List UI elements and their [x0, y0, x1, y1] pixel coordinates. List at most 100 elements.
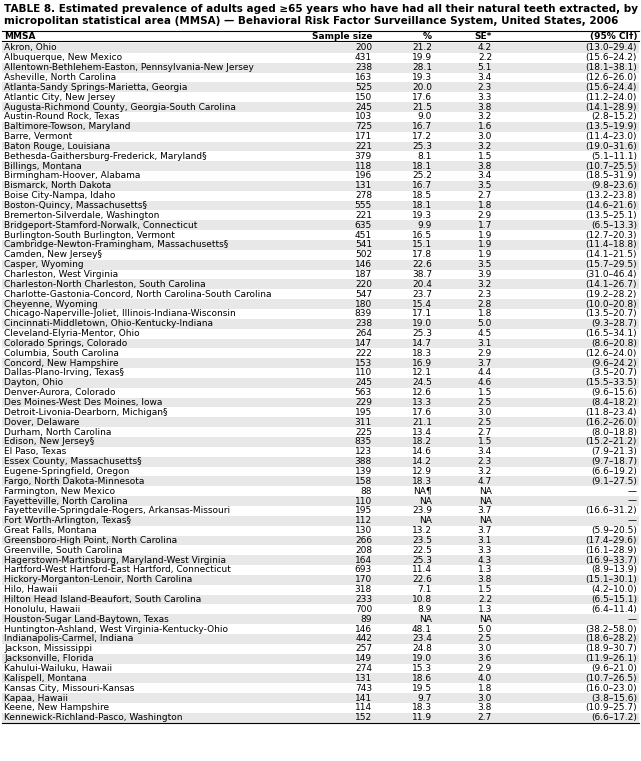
Bar — [2, 142, 639, 151]
Bar — [2, 437, 639, 447]
Text: 146: 146 — [355, 260, 372, 269]
Text: 2.9: 2.9 — [478, 349, 492, 358]
Text: (16.9–33.7): (16.9–33.7) — [585, 556, 637, 565]
Text: 141: 141 — [355, 693, 372, 702]
Text: 15.3: 15.3 — [412, 664, 432, 673]
Text: 1.9: 1.9 — [478, 250, 492, 260]
Text: 18.5: 18.5 — [412, 191, 432, 200]
Text: NA: NA — [479, 487, 492, 495]
Text: (13.0–29.4): (13.0–29.4) — [585, 43, 637, 53]
Text: 14.6: 14.6 — [412, 447, 432, 457]
Text: —: — — [628, 516, 637, 525]
Text: Honolulu, Hawaii: Honolulu, Hawaii — [4, 605, 80, 614]
Text: 16.7: 16.7 — [412, 123, 432, 131]
Bar — [2, 230, 639, 240]
Text: (14.1–28.9): (14.1–28.9) — [585, 103, 637, 112]
Bar — [2, 92, 639, 102]
Text: (14.1–21.5): (14.1–21.5) — [585, 250, 637, 260]
Text: 21.5: 21.5 — [412, 103, 432, 112]
Bar — [2, 447, 639, 457]
Text: 220: 220 — [355, 280, 372, 289]
Text: 2.3: 2.3 — [478, 290, 492, 298]
Text: 25.3: 25.3 — [412, 142, 432, 151]
Text: 229: 229 — [355, 398, 372, 407]
Text: (13.5–20.7): (13.5–20.7) — [585, 310, 637, 318]
Text: (15.6–24.2): (15.6–24.2) — [586, 53, 637, 62]
Bar — [2, 43, 639, 53]
Text: 2.2: 2.2 — [478, 53, 492, 62]
Bar — [2, 673, 639, 683]
Text: 110: 110 — [354, 368, 372, 377]
Text: NA: NA — [419, 516, 432, 525]
Text: 1.3: 1.3 — [478, 605, 492, 614]
Bar — [2, 584, 639, 594]
Text: (18.5–31.9): (18.5–31.9) — [585, 171, 637, 180]
Text: Cleveland-Elyria-Mentor, Ohio: Cleveland-Elyria-Mentor, Ohio — [4, 329, 140, 338]
Text: (10.9–25.7): (10.9–25.7) — [585, 703, 637, 712]
Text: 164: 164 — [355, 556, 372, 565]
Bar — [2, 201, 639, 211]
Text: 12.1: 12.1 — [412, 368, 432, 377]
Text: 17.6: 17.6 — [412, 93, 432, 102]
Text: Camden, New Jersey§: Camden, New Jersey§ — [4, 250, 102, 260]
Bar — [2, 161, 639, 171]
Text: Denver-Aurora, Colorado: Denver-Aurora, Colorado — [4, 388, 115, 397]
Text: 19.3: 19.3 — [412, 73, 432, 82]
Text: Indianapolis-Carmel, Indiana: Indianapolis-Carmel, Indiana — [4, 635, 133, 643]
Text: Boston-Quincy, Massachusetts§: Boston-Quincy, Massachusetts§ — [4, 201, 147, 210]
Text: Baltimore-Towson, Maryland: Baltimore-Towson, Maryland — [4, 123, 131, 131]
Text: Fargo, North Dakota-Minnesota: Fargo, North Dakota-Minnesota — [4, 477, 144, 486]
Text: 22.6: 22.6 — [412, 575, 432, 584]
Bar — [2, 299, 639, 309]
Text: 18.3: 18.3 — [412, 477, 432, 486]
Text: Kennewick-Richland-Pasco, Washington: Kennewick-Richland-Pasco, Washington — [4, 713, 183, 722]
Text: Bismarck, North Dakota: Bismarck, North Dakota — [4, 181, 111, 190]
Text: 152: 152 — [355, 713, 372, 722]
Text: 4.4: 4.4 — [478, 368, 492, 377]
Text: (10.7–25.5): (10.7–25.5) — [585, 161, 637, 170]
Text: Bremerton-Silverdale, Washington: Bremerton-Silverdale, Washington — [4, 211, 160, 220]
Text: Boise City-Nampa, Idaho: Boise City-Nampa, Idaho — [4, 191, 115, 200]
Text: (9.8–23.6): (9.8–23.6) — [591, 181, 637, 190]
Text: Kahului-Wailuku, Hawaii: Kahului-Wailuku, Hawaii — [4, 664, 112, 673]
Text: (13.5–25.1): (13.5–25.1) — [585, 211, 637, 220]
Text: 1.5: 1.5 — [478, 151, 492, 161]
Text: 22.6: 22.6 — [412, 260, 432, 269]
Text: (9.6–21.0): (9.6–21.0) — [591, 664, 637, 673]
Text: Hagerstown-Martinsburg, Maryland-West Virginia: Hagerstown-Martinsburg, Maryland-West Vi… — [4, 556, 226, 565]
Bar — [2, 516, 639, 526]
Bar — [2, 664, 639, 673]
Bar — [2, 181, 639, 191]
Text: 15.1: 15.1 — [412, 240, 432, 250]
Bar — [2, 565, 639, 575]
Bar — [2, 279, 639, 289]
Bar — [2, 693, 639, 703]
Text: 103: 103 — [354, 113, 372, 121]
Text: (11.4–23.0): (11.4–23.0) — [585, 132, 637, 141]
Text: NA: NA — [479, 615, 492, 624]
Text: 2.9: 2.9 — [478, 664, 492, 673]
Text: 3.7: 3.7 — [478, 358, 492, 368]
Text: 150: 150 — [354, 93, 372, 102]
Text: Fayetteville, North Carolina: Fayetteville, North Carolina — [4, 496, 128, 505]
Text: 2.5: 2.5 — [478, 635, 492, 643]
Bar — [2, 397, 639, 407]
Text: Eugene-Springfield, Oregon: Eugene-Springfield, Oregon — [4, 467, 129, 476]
Text: (2.8–15.2): (2.8–15.2) — [591, 113, 637, 121]
Text: (18.9–30.7): (18.9–30.7) — [585, 645, 637, 653]
Text: 547: 547 — [355, 290, 372, 298]
Text: 451: 451 — [355, 231, 372, 240]
Text: (15.1–30.1): (15.1–30.1) — [585, 575, 637, 584]
Text: 1.5: 1.5 — [478, 438, 492, 447]
Text: 23.9: 23.9 — [412, 506, 432, 515]
Text: 25.2: 25.2 — [412, 171, 432, 180]
Bar — [2, 614, 639, 624]
Bar — [2, 211, 639, 220]
Bar — [2, 713, 639, 723]
Text: (9.7–18.7): (9.7–18.7) — [591, 457, 637, 466]
Text: 1.8: 1.8 — [478, 310, 492, 318]
Text: 19.3: 19.3 — [412, 211, 432, 220]
Text: NA: NA — [419, 615, 432, 624]
Text: 9.9: 9.9 — [418, 221, 432, 230]
Text: (5.1–11.1): (5.1–11.1) — [591, 151, 637, 161]
